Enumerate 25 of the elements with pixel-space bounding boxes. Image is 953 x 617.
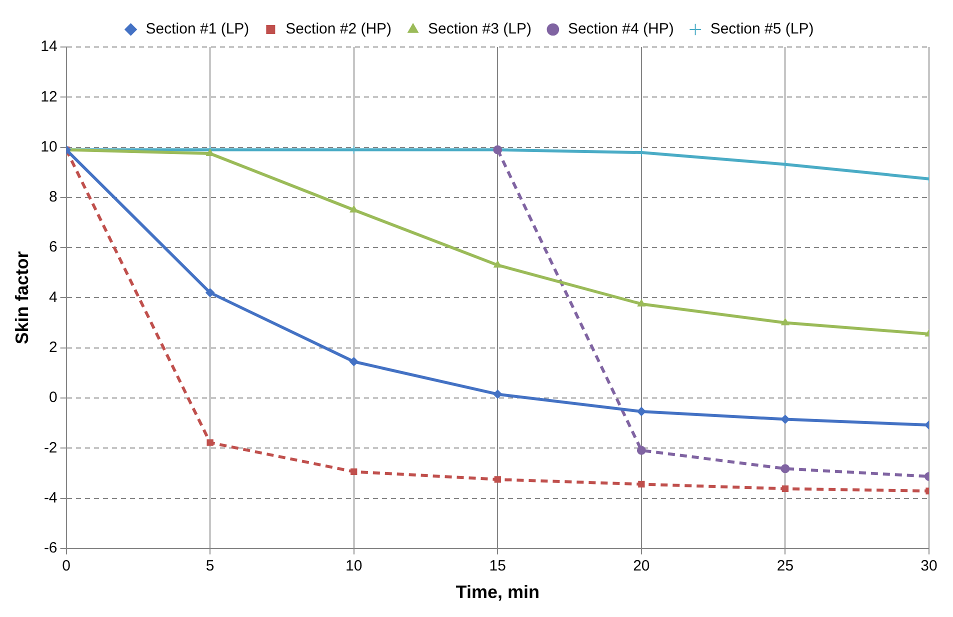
y-tick-label: 6 bbox=[48, 238, 58, 256]
x-tick-label: 5 bbox=[206, 558, 214, 575]
legend-label: Section #3 (LP) bbox=[428, 20, 532, 38]
y-tick-label: -6 bbox=[44, 540, 58, 557]
x-tick-label: 10 bbox=[346, 558, 362, 575]
legend-label: Section #2 (HP) bbox=[286, 20, 392, 38]
y-axis-title: Skin factor bbox=[12, 251, 32, 344]
y-tick-label: 12 bbox=[40, 88, 58, 106]
x-axis-title: Time, min bbox=[456, 582, 540, 602]
legend-label: Section #1 (LP) bbox=[146, 20, 250, 38]
y-tick-label: 14 bbox=[40, 38, 58, 56]
x-tick-label: 20 bbox=[633, 558, 650, 575]
legend-label: Section #5 (LP) bbox=[710, 20, 814, 38]
y-tick-label: 2 bbox=[48, 338, 58, 356]
y-tick-label: -2 bbox=[44, 439, 58, 456]
y-tick-label: 0 bbox=[48, 389, 58, 406]
x-tick-label: 25 bbox=[776, 558, 794, 575]
x-tick-label: 30 bbox=[920, 558, 938, 575]
y-tick-label: 10 bbox=[40, 138, 58, 156]
y-tick-label: 8 bbox=[48, 188, 58, 206]
y-tick-label: 4 bbox=[48, 288, 58, 306]
legend-label: Section #4 (HP) bbox=[568, 20, 674, 38]
x-tick-label: 0 bbox=[62, 558, 70, 575]
x-tick-label: 15 bbox=[489, 558, 506, 575]
y-tick-label: -4 bbox=[44, 489, 58, 506]
